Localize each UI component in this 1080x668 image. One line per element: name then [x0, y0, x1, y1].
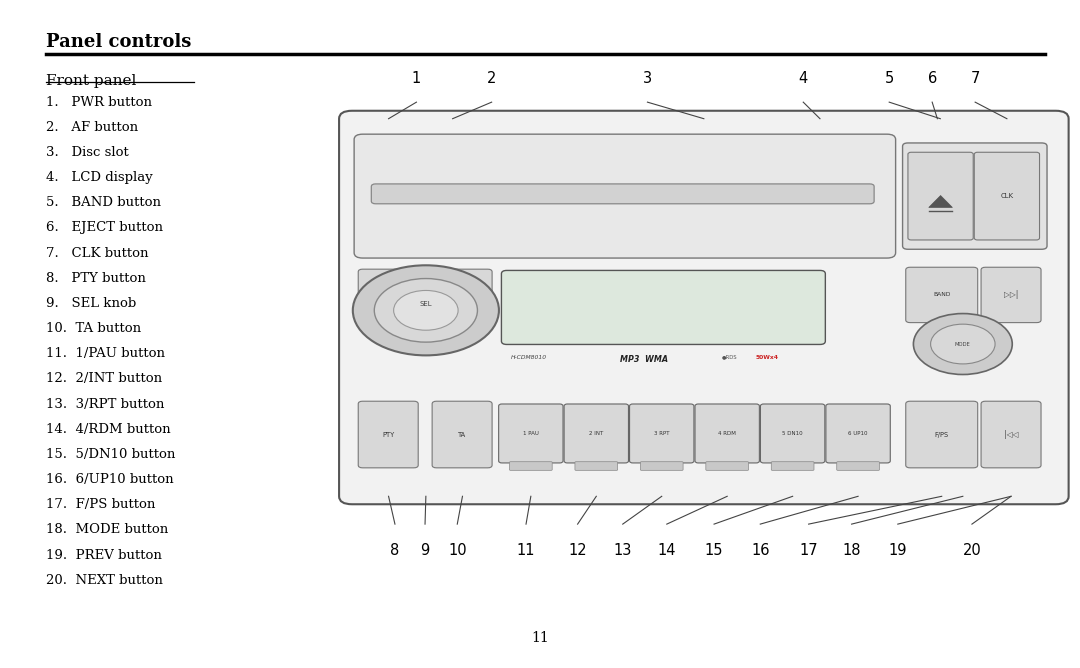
Text: 4 RDM: 4 RDM	[718, 431, 737, 436]
Text: 7.   CLK button: 7. CLK button	[45, 246, 148, 260]
FancyBboxPatch shape	[640, 462, 683, 470]
Text: 1.   PWR button: 1. PWR button	[45, 96, 152, 108]
Text: 18.  MODE button: 18. MODE button	[45, 524, 168, 536]
Text: 6: 6	[928, 71, 936, 86]
Text: 15: 15	[705, 542, 724, 558]
Text: 19: 19	[889, 542, 907, 558]
Text: 17: 17	[799, 542, 818, 558]
Text: 5.   BAND button: 5. BAND button	[45, 196, 161, 209]
Text: 2: 2	[487, 71, 497, 86]
FancyBboxPatch shape	[575, 462, 618, 470]
Text: Panel controls: Panel controls	[45, 33, 191, 51]
FancyBboxPatch shape	[564, 404, 629, 463]
Circle shape	[931, 324, 995, 364]
Text: 10: 10	[448, 542, 467, 558]
Text: 18: 18	[842, 542, 861, 558]
Text: 9.   SEL knob: 9. SEL knob	[45, 297, 136, 310]
FancyBboxPatch shape	[903, 143, 1047, 249]
FancyBboxPatch shape	[826, 404, 890, 463]
Text: 3.   Disc slot: 3. Disc slot	[45, 146, 129, 159]
Text: 16.  6/UP10 button: 16. 6/UP10 button	[45, 473, 174, 486]
Text: 6.   EJECT button: 6. EJECT button	[45, 221, 163, 234]
Text: ▷▷|: ▷▷|	[1003, 291, 1018, 299]
Text: 2.   AF button: 2. AF button	[45, 121, 138, 134]
FancyBboxPatch shape	[906, 267, 977, 323]
Text: 16: 16	[751, 542, 770, 558]
FancyBboxPatch shape	[339, 111, 1068, 504]
Text: PWR: PWR	[380, 295, 395, 301]
Text: 3 RPT: 3 RPT	[654, 431, 670, 436]
Text: 14.  4/RDM button: 14. 4/RDM button	[45, 423, 171, 436]
FancyBboxPatch shape	[974, 152, 1040, 240]
FancyBboxPatch shape	[981, 267, 1041, 323]
Text: 11: 11	[531, 631, 549, 645]
FancyBboxPatch shape	[432, 401, 492, 468]
Circle shape	[353, 265, 499, 355]
Text: 1: 1	[411, 71, 421, 86]
Text: 8: 8	[390, 542, 400, 558]
Text: 13.  3/RPT button: 13. 3/RPT button	[45, 397, 164, 411]
Text: 5: 5	[885, 71, 894, 86]
Text: 14: 14	[658, 542, 676, 558]
Circle shape	[375, 279, 477, 342]
Text: 13: 13	[613, 542, 632, 558]
Text: 6 UP10: 6 UP10	[848, 431, 868, 436]
FancyBboxPatch shape	[706, 462, 748, 470]
Text: 1 PAU: 1 PAU	[523, 431, 539, 436]
Text: 15.  5/DN10 button: 15. 5/DN10 button	[45, 448, 175, 461]
Text: 17.  F/PS button: 17. F/PS button	[45, 498, 156, 511]
Text: ●RDS: ●RDS	[721, 354, 737, 359]
Text: 12: 12	[568, 542, 586, 558]
Text: 8.   PTY button: 8. PTY button	[45, 272, 146, 285]
Text: PTY: PTY	[382, 432, 394, 438]
FancyBboxPatch shape	[499, 404, 563, 463]
FancyBboxPatch shape	[760, 404, 825, 463]
Text: 20: 20	[962, 542, 982, 558]
FancyBboxPatch shape	[354, 134, 895, 258]
FancyBboxPatch shape	[359, 269, 418, 327]
FancyBboxPatch shape	[432, 269, 492, 327]
Text: CLK: CLK	[1000, 193, 1013, 199]
FancyBboxPatch shape	[372, 184, 874, 204]
Polygon shape	[929, 196, 953, 208]
FancyBboxPatch shape	[630, 404, 694, 463]
Text: F/PS: F/PS	[934, 432, 949, 438]
Text: 4.   LCD display: 4. LCD display	[45, 171, 152, 184]
Text: 7: 7	[971, 71, 980, 86]
Text: 4: 4	[798, 71, 808, 86]
Text: 11: 11	[517, 542, 536, 558]
Text: AF: AF	[458, 295, 467, 301]
Text: Front panel: Front panel	[45, 73, 136, 88]
Text: H-CDM8010: H-CDM8010	[511, 355, 548, 360]
Text: BAND: BAND	[933, 293, 950, 297]
Text: MODE: MODE	[955, 341, 971, 347]
FancyBboxPatch shape	[696, 404, 759, 463]
Text: 11.  1/PAU button: 11. 1/PAU button	[45, 347, 165, 360]
Text: SEL: SEL	[419, 301, 432, 307]
Text: TA: TA	[458, 432, 467, 438]
Text: |◁◁: |◁◁	[1003, 430, 1018, 439]
FancyBboxPatch shape	[981, 401, 1041, 468]
FancyBboxPatch shape	[359, 401, 418, 468]
FancyBboxPatch shape	[837, 462, 879, 470]
Circle shape	[393, 291, 458, 330]
Text: 9: 9	[420, 542, 430, 558]
FancyBboxPatch shape	[771, 462, 814, 470]
Text: 5 DN10: 5 DN10	[782, 431, 802, 436]
FancyBboxPatch shape	[906, 401, 977, 468]
Circle shape	[914, 313, 1012, 375]
Text: 20.  NEXT button: 20. NEXT button	[45, 574, 163, 587]
Text: 2 INT: 2 INT	[590, 431, 604, 436]
Text: 50Wx4: 50Wx4	[756, 355, 779, 360]
Text: 10.  TA button: 10. TA button	[45, 322, 140, 335]
Text: 19.  PREV button: 19. PREV button	[45, 548, 162, 562]
FancyBboxPatch shape	[510, 462, 552, 470]
Text: 3: 3	[643, 71, 652, 86]
FancyBboxPatch shape	[501, 271, 825, 345]
FancyBboxPatch shape	[908, 152, 973, 240]
Text: MP3  WMA: MP3 WMA	[620, 355, 667, 364]
Text: 12.  2/INT button: 12. 2/INT button	[45, 373, 162, 385]
